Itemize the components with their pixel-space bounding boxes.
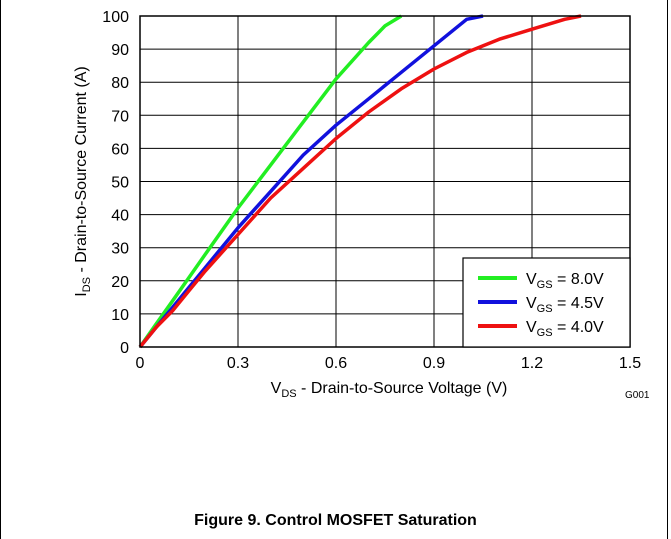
y-tick-label: 20: [111, 274, 129, 291]
legend-label-3: VGS = 4.0V: [526, 319, 604, 339]
x-tick-label: 0.9: [423, 355, 445, 372]
x-tick-label: 1.5: [619, 355, 641, 372]
x-tick-label: 0.3: [227, 355, 249, 372]
y-tick-label: 40: [111, 208, 129, 225]
y-tick-label: 70: [111, 108, 129, 125]
chart-legend: VGS = 8.0V VGS = 4.5V VGS = 4.0V: [462, 257, 631, 348]
y-tick-labels: 0 10 20 30 40 50 60 70 80 90 100: [102, 9, 129, 357]
x-tick-label: 1.2: [521, 355, 543, 372]
series-line-1: [138, 14, 403, 349]
legend-label-1: VGS = 8.0V: [526, 271, 604, 291]
series-line-3: [138, 14, 582, 349]
x-axis-label: VDS - Drain-to-Source Voltage (V): [271, 380, 508, 400]
chart: 0 0.3 0.6 0.9 1.2 1.5 0102030405060708090100 …: [73, 9, 650, 401]
y-tick-label: 60: [111, 141, 129, 158]
series-line-2: [138, 14, 484, 349]
y-tick-label: 10: [111, 307, 129, 324]
y-tick-label: 80: [111, 75, 129, 92]
y-axis-label: IDS - Drain-to-Source Current (A): [73, 66, 93, 296]
y-tick-label: 100: [102, 9, 129, 26]
y-tick-label: 0: [120, 340, 129, 357]
x-tick-label: 0: [136, 355, 145, 372]
y-tick-label: 30: [111, 241, 129, 258]
x-tick-label: 0.6: [325, 355, 347, 372]
y-tick-label: 90: [111, 42, 129, 59]
y-tick-label: 50: [111, 175, 129, 192]
x-tick-labels: 0 0.3 0.6 0.9 1.2 1.5: [136, 355, 642, 372]
figure-code: G001: [625, 390, 650, 401]
plot-border: [139, 15, 631, 348]
legend-label-2: VGS = 4.5V: [526, 295, 604, 315]
chart-series: [138, 14, 582, 349]
figure-caption: Figure 9. Control MOSFET Saturation: [194, 512, 477, 529]
legend-box: [462, 257, 631, 348]
